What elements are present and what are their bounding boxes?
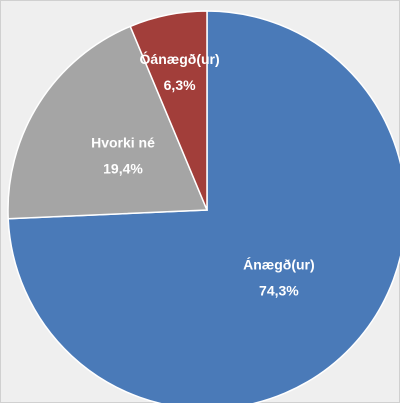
slice-category-label: Ánægð(ur) <box>243 256 315 272</box>
pie-slice <box>7 10 400 403</box>
pie-slice <box>129 10 208 211</box>
pie-slice <box>7 25 209 220</box>
slice-category-label: Óánægð(ur) <box>140 50 220 67</box>
slice-category-label: Hvorki né <box>91 134 155 150</box>
slice-value-label: 19,4% <box>103 160 143 176</box>
slice-value-label: 6,3% <box>164 77 196 93</box>
slice-value-label: 74,3% <box>259 282 299 298</box>
